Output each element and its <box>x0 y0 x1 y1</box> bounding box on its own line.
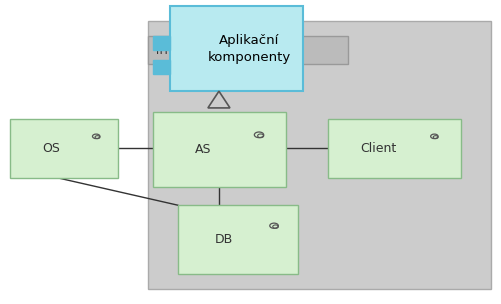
Bar <box>10 119 118 178</box>
Bar <box>153 60 170 74</box>
Text: DB: DB <box>214 233 232 246</box>
Text: Třívrstá architektura: Třívrstá architektura <box>154 44 274 57</box>
Bar <box>153 112 286 187</box>
Text: Client: Client <box>361 142 397 155</box>
Bar <box>148 36 348 64</box>
Text: Aplikační
komponenty: Aplikační komponenty <box>207 34 291 64</box>
Bar <box>178 205 298 274</box>
Text: OS: OS <box>42 142 60 155</box>
Bar <box>148 21 491 289</box>
Bar <box>153 36 170 50</box>
Bar <box>328 119 461 178</box>
Bar <box>170 6 303 91</box>
Text: AS: AS <box>195 143 211 156</box>
